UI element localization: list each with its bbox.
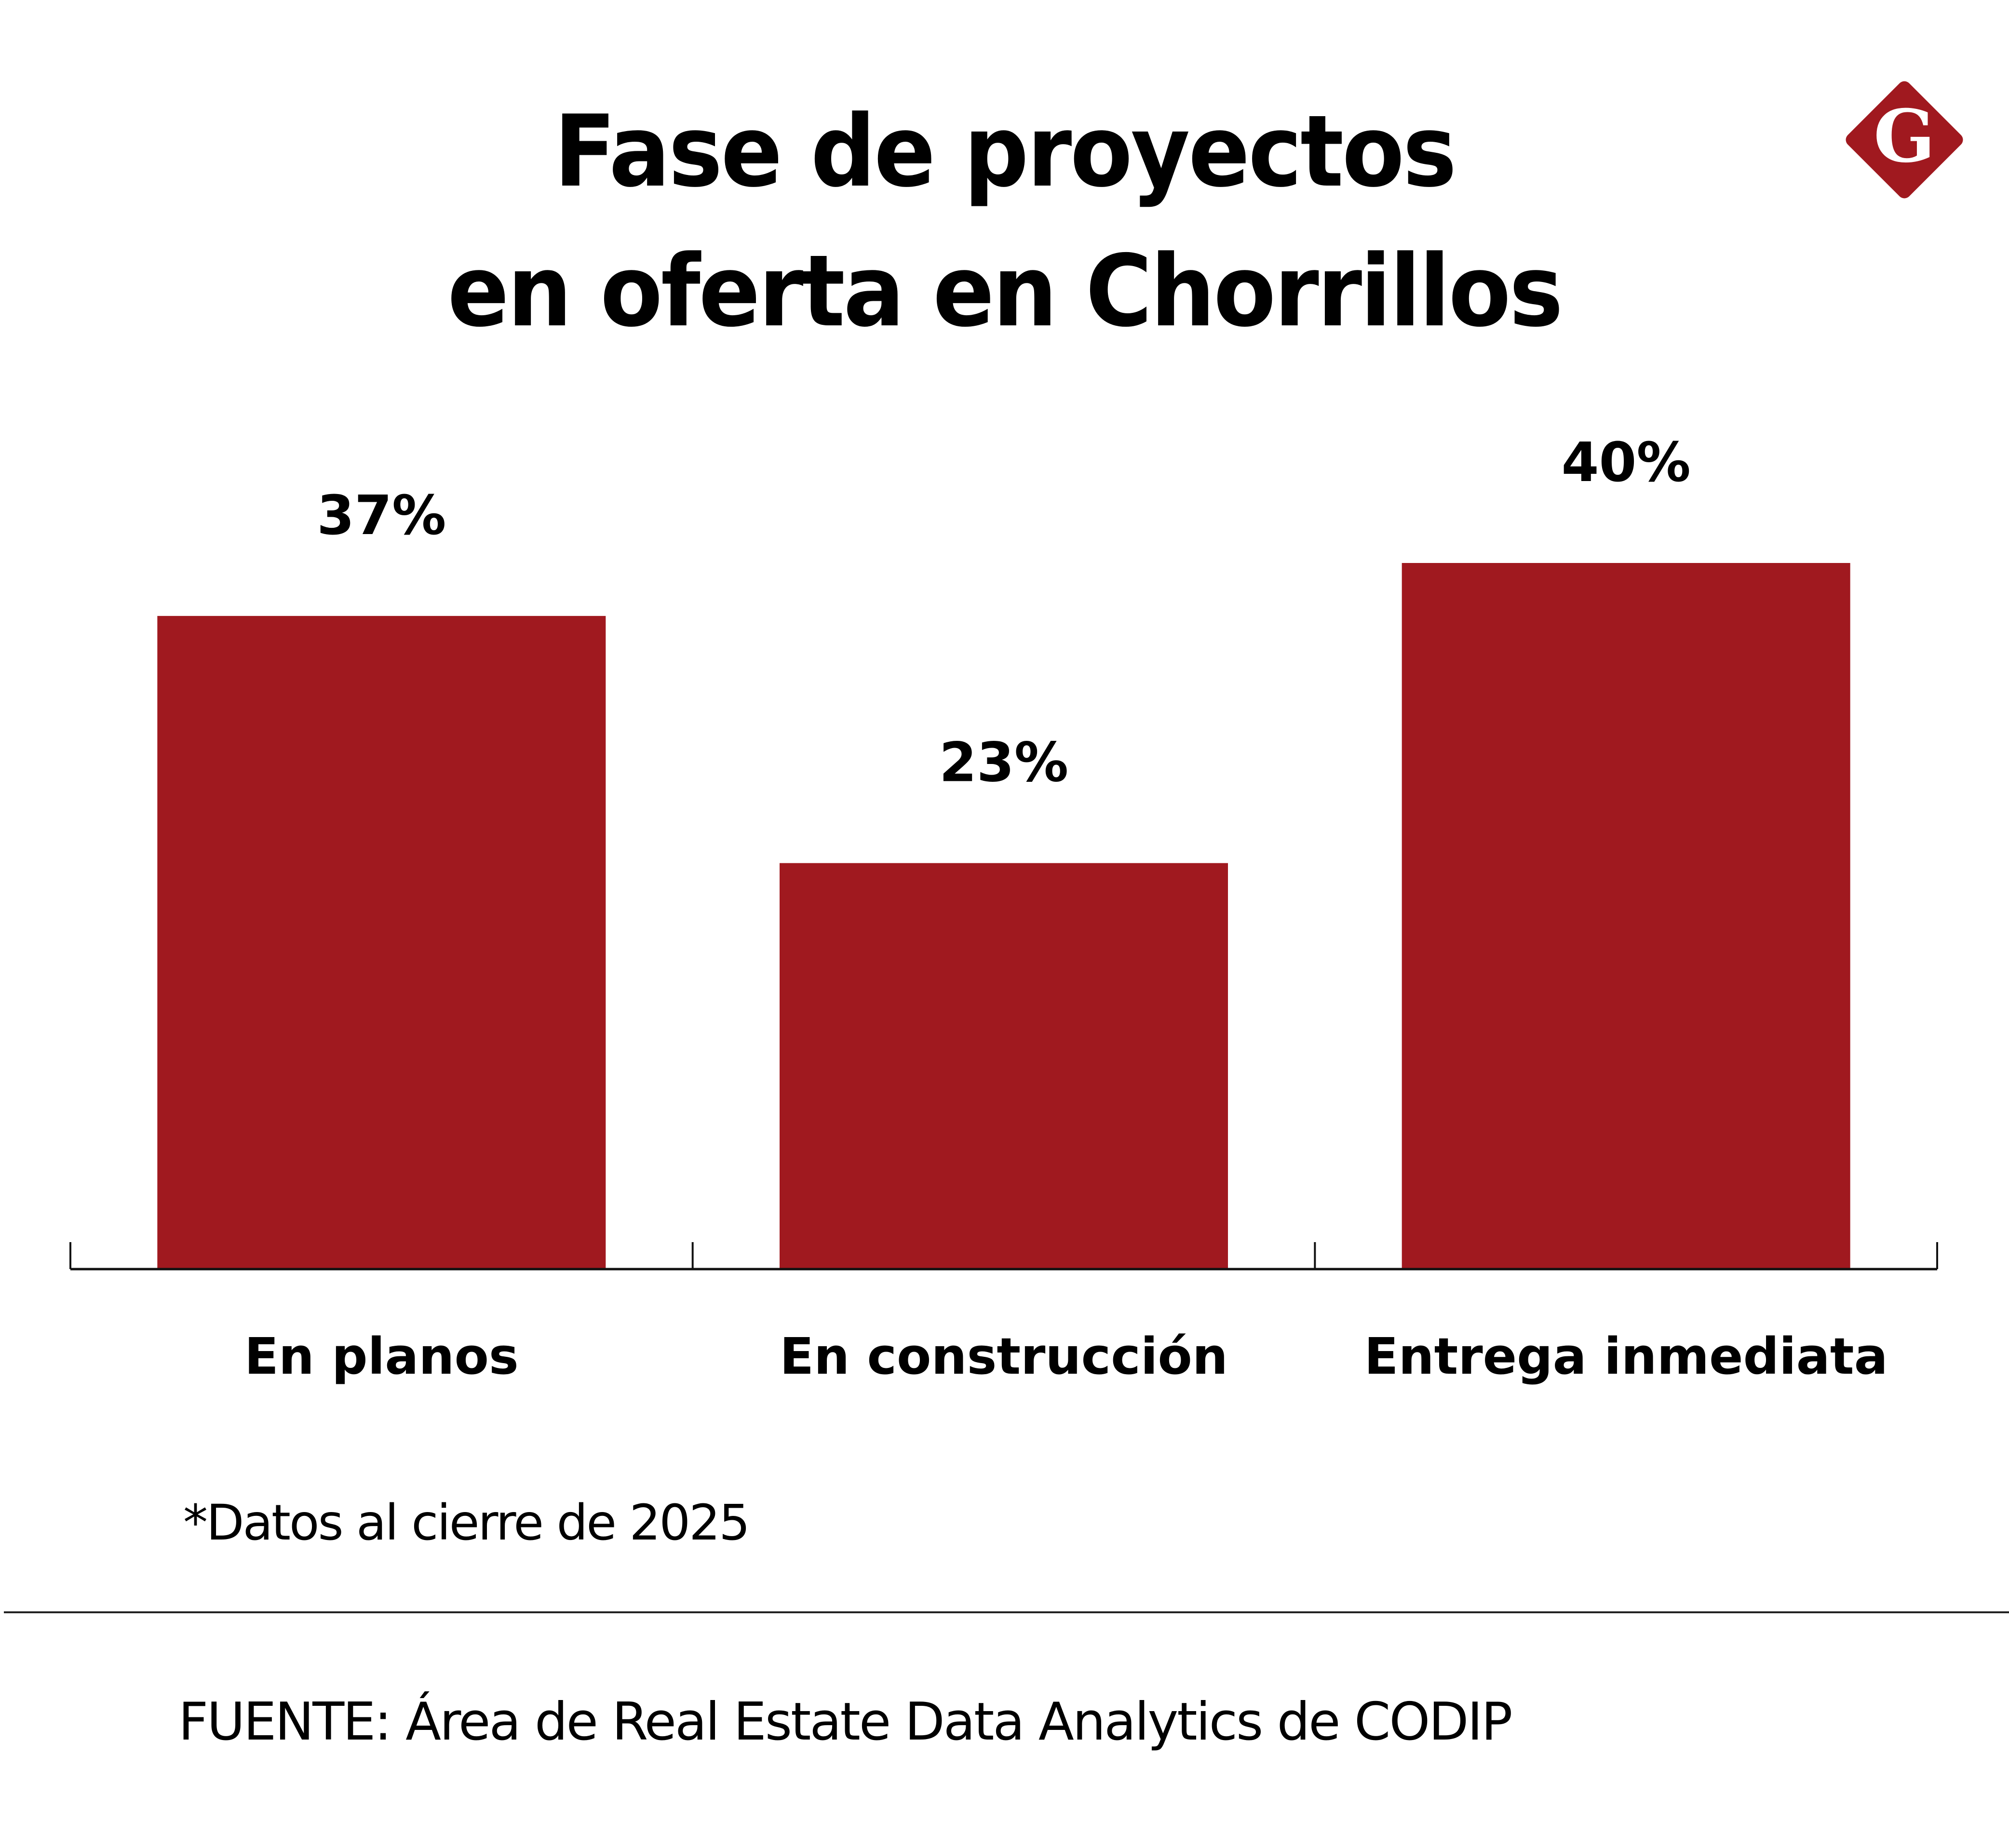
title-line-2: en oferta en Chorrillos [447, 234, 1563, 349]
bar-chart: 37% En planos 23% En construcción 40% Entrega… [69, 431, 1938, 1386]
footnote: *Datos al cierre de 2025 [183, 1494, 750, 1552]
category-label: En planos [244, 1327, 519, 1386]
logo-letter: G [1874, 94, 1935, 179]
category-label: Entrega inmediata [1364, 1327, 1888, 1386]
value-label: 23% [939, 732, 1068, 794]
bar-3 [1402, 563, 1850, 1269]
value-label: 37% [317, 484, 446, 547]
diamond-g-logo-icon: G [1846, 81, 1963, 199]
bar-1 [157, 616, 606, 1269]
value-label: 40% [1562, 431, 1691, 494]
title-line-1: Fase de proyectos [553, 94, 1457, 209]
category-label: En construcción [780, 1327, 1228, 1386]
chart-title: Fase de proyectos en oferta en Chorrillo… [81, 82, 1929, 362]
source-note: FUENTE: Área de Real Estate Data Analyti… [178, 1692, 1512, 1752]
divider [4, 1611, 2009, 1613]
logo-diamond [1846, 81, 1963, 199]
bar-2 [780, 863, 1228, 1269]
